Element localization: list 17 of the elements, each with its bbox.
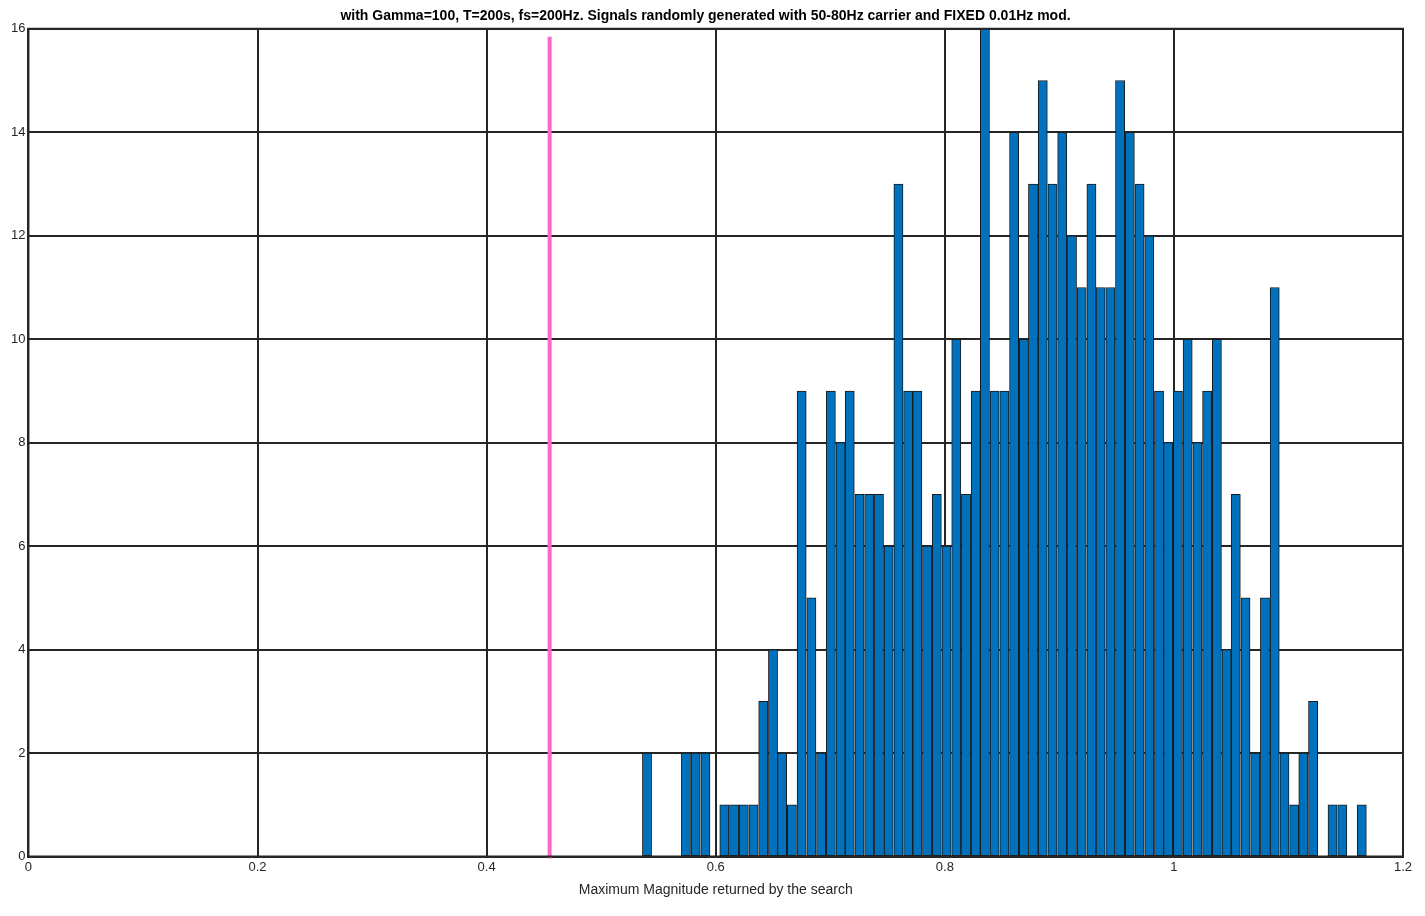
y-tick-label: 14 bbox=[10, 123, 26, 139]
x-axis-title: Maximum Magnitude returned by the search bbox=[578, 881, 853, 898]
y-tick-label: 10 bbox=[10, 330, 26, 346]
y-tick-label: 8 bbox=[18, 434, 26, 450]
x-tick-label: 1 bbox=[1170, 858, 1178, 874]
x-tick-label: 0.2 bbox=[248, 858, 267, 874]
y-tick-label: 16 bbox=[10, 20, 26, 36]
y-tick-label: 6 bbox=[18, 537, 26, 553]
y-tick-label: 2 bbox=[18, 744, 26, 760]
y-tick-label: 4 bbox=[18, 641, 26, 657]
x-tick-label: 0.8 bbox=[935, 858, 954, 874]
y-tick-label: 12 bbox=[10, 227, 26, 243]
x-tick-label: 1.2 bbox=[1393, 858, 1413, 874]
y-tick-label: 0 bbox=[18, 848, 26, 864]
x-tick-label: 0.4 bbox=[477, 858, 496, 874]
x-tick-label: 0.6 bbox=[706, 858, 725, 874]
chart-title: with Gamma=100, T=200s, fs=200Hz. Signals randomly generated with 50-80Hz carrier and FIXED 0.01Hz mod. bbox=[339, 7, 1071, 24]
